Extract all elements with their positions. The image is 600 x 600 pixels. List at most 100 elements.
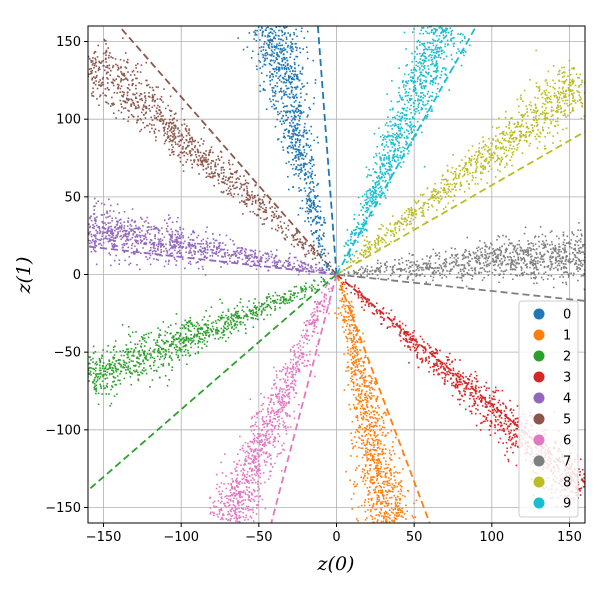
data-point bbox=[93, 212, 96, 215]
data-point bbox=[84, 257, 86, 259]
data-point bbox=[396, 322, 398, 325]
data-point bbox=[470, 394, 472, 396]
data-point bbox=[298, 153, 301, 155]
data-point bbox=[194, 244, 196, 247]
data-point bbox=[412, 343, 415, 346]
data-point bbox=[126, 356, 129, 359]
data-point bbox=[108, 252, 110, 254]
data-point bbox=[231, 181, 233, 183]
data-point bbox=[313, 97, 315, 99]
data-point bbox=[207, 331, 210, 334]
data-point bbox=[128, 351, 131, 353]
data-point bbox=[95, 220, 97, 222]
data-point bbox=[367, 449, 369, 451]
data-point bbox=[475, 384, 477, 387]
data-point bbox=[394, 517, 397, 520]
data-point bbox=[291, 50, 293, 53]
data-point bbox=[197, 160, 200, 162]
data-point bbox=[141, 372, 144, 375]
data-point bbox=[293, 132, 295, 135]
data-point bbox=[409, 338, 412, 340]
data-point bbox=[295, 150, 297, 153]
data-point bbox=[281, 48, 283, 50]
data-point bbox=[138, 234, 140, 237]
data-point bbox=[376, 462, 378, 464]
data-point bbox=[160, 347, 163, 350]
data-point bbox=[376, 485, 378, 488]
data-point bbox=[323, 279, 326, 281]
data-point bbox=[108, 198, 110, 201]
data-point bbox=[378, 500, 380, 503]
data-point bbox=[111, 245, 114, 247]
data-point bbox=[145, 111, 147, 114]
data-point bbox=[392, 488, 394, 491]
data-point bbox=[328, 267, 330, 270]
data-point bbox=[349, 314, 352, 317]
data-point bbox=[246, 306, 249, 308]
data-point bbox=[386, 472, 388, 474]
data-point bbox=[295, 156, 297, 159]
data-point bbox=[502, 442, 504, 444]
data-point bbox=[368, 384, 370, 387]
data-point bbox=[308, 286, 311, 288]
data-point bbox=[222, 248, 225, 251]
data-point bbox=[220, 314, 223, 317]
data-point bbox=[149, 356, 152, 359]
data-point bbox=[182, 234, 184, 237]
data-point bbox=[113, 395, 116, 397]
data-point bbox=[475, 392, 477, 395]
data-point bbox=[134, 240, 137, 242]
data-point bbox=[366, 419, 369, 421]
data-point bbox=[272, 37, 275, 39]
data-point bbox=[321, 224, 324, 226]
data-point bbox=[281, 295, 284, 298]
data-point bbox=[358, 290, 361, 292]
data-point bbox=[266, 53, 269, 56]
data-point bbox=[592, 462, 594, 464]
data-point bbox=[105, 216, 107, 219]
data-point bbox=[274, 92, 277, 95]
data-point bbox=[362, 377, 365, 379]
data-point bbox=[264, 261, 267, 263]
data-point bbox=[481, 397, 483, 400]
data-point bbox=[92, 372, 95, 375]
data-point bbox=[468, 405, 471, 408]
data-point bbox=[86, 366, 88, 368]
data-point bbox=[282, 23, 284, 25]
data-point bbox=[369, 491, 371, 494]
data-point bbox=[273, 36, 275, 38]
data-point bbox=[171, 233, 174, 235]
data-point bbox=[308, 273, 311, 275]
data-point bbox=[385, 463, 387, 466]
data-point bbox=[362, 332, 364, 335]
data-point bbox=[116, 245, 119, 247]
data-point bbox=[341, 298, 344, 301]
data-point bbox=[282, 106, 285, 109]
data-point bbox=[361, 374, 363, 377]
data-point bbox=[385, 502, 388, 505]
data-point bbox=[211, 255, 214, 257]
data-point bbox=[101, 231, 104, 233]
data-point bbox=[254, 311, 257, 314]
data-point bbox=[150, 353, 152, 355]
data-point bbox=[297, 134, 300, 137]
data-point bbox=[383, 486, 385, 489]
data-point bbox=[155, 369, 157, 372]
data-point bbox=[368, 441, 371, 444]
data-point bbox=[480, 400, 482, 402]
data-point bbox=[173, 346, 176, 349]
data-point bbox=[134, 371, 136, 373]
data-point bbox=[285, 114, 287, 117]
data-point bbox=[277, 113, 279, 116]
data-point bbox=[380, 466, 383, 468]
data-point bbox=[168, 248, 171, 251]
data-point bbox=[263, 223, 265, 225]
data-point bbox=[175, 348, 177, 351]
data-point bbox=[100, 244, 103, 246]
data-point bbox=[299, 92, 302, 95]
data-point bbox=[177, 337, 180, 340]
data-point bbox=[594, 470, 596, 472]
data-point bbox=[233, 319, 235, 322]
data-point bbox=[284, 93, 286, 96]
data-point bbox=[460, 381, 462, 383]
